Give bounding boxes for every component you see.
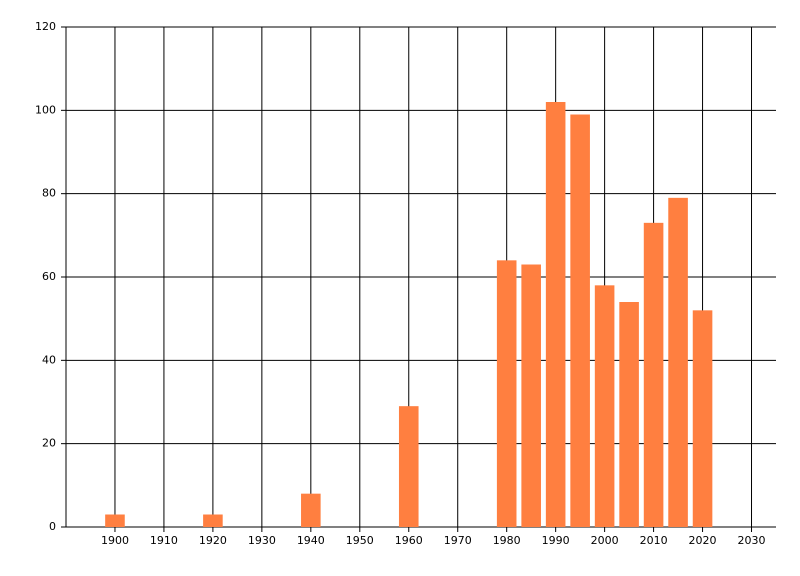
x-tick-label: 2020	[689, 534, 717, 547]
x-tick-label: 1980	[493, 534, 521, 547]
x-tick-label: 1960	[395, 534, 423, 547]
bar	[521, 264, 541, 527]
x-tick-label: 1910	[150, 534, 178, 547]
bar	[643, 222, 664, 528]
bar	[398, 406, 419, 527]
x-tick-label: 2030	[738, 534, 766, 547]
y-tick-label: 60	[42, 270, 56, 283]
bar	[570, 114, 590, 527]
bar	[692, 310, 713, 527]
x-tick-label: 1920	[199, 534, 227, 547]
y-tick-label: 20	[42, 437, 56, 450]
y-tick-label: 120	[35, 20, 56, 33]
bar	[203, 514, 223, 527]
y-tick-label: 0	[49, 520, 56, 533]
x-tick-label: 1900	[101, 534, 129, 547]
y-tick-label: 80	[42, 187, 56, 200]
bar	[301, 493, 321, 527]
bar	[496, 260, 517, 527]
bar	[594, 285, 615, 527]
y-tick-label: 40	[42, 353, 56, 366]
x-tick-label: 1930	[248, 534, 276, 547]
bar	[545, 102, 566, 527]
x-tick-label: 2000	[591, 534, 619, 547]
x-tick-label: 2010	[640, 534, 668, 547]
x-tick-label: 1970	[444, 534, 472, 547]
bar	[619, 302, 639, 527]
x-tick-label: 1940	[297, 534, 325, 547]
x-tick-label: 1950	[346, 534, 374, 547]
bar	[105, 514, 125, 527]
x-tick-label: 1990	[542, 534, 570, 547]
bar	[668, 197, 688, 528]
y-tick-label: 100	[35, 103, 56, 116]
